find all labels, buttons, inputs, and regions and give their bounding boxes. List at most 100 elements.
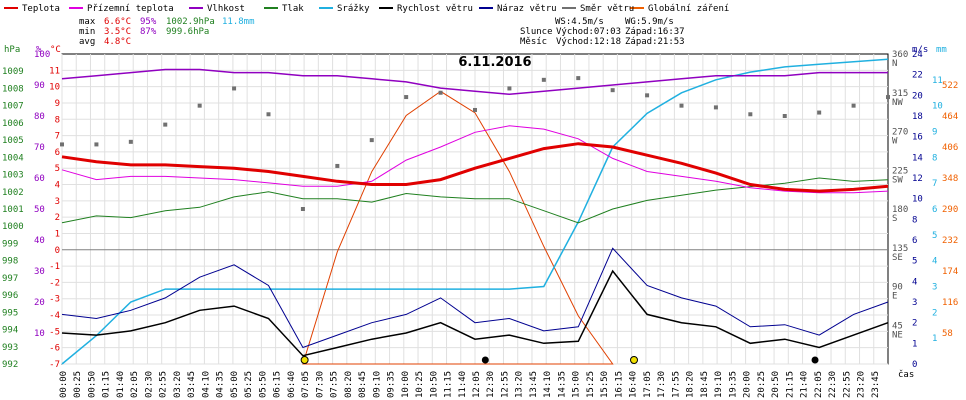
- x-tick-label: 21:15: [785, 371, 795, 398]
- wind-direction-point: [507, 86, 512, 91]
- pressure-tick-label: 996: [2, 291, 18, 301]
- x-tick-label: 07:05: [301, 371, 311, 398]
- humidity-tick-label: 80: [34, 112, 45, 122]
- temperature-tick-label: -5: [49, 327, 60, 337]
- pressure-tick-label: 992: [2, 360, 18, 370]
- radiation-tick-label: 232: [942, 236, 958, 246]
- wind-direction-point: [266, 112, 271, 117]
- direction-tick-label: 45: [892, 321, 903, 331]
- sunrise-time: Východ:07:03: [556, 27, 621, 37]
- wind-direction-point: [748, 112, 753, 117]
- x-tick-label: 17:55: [671, 371, 681, 398]
- x-tick-label: 21:40: [800, 371, 810, 398]
- rain-tick-label: 10: [932, 102, 943, 112]
- moonset-marker: [811, 356, 819, 364]
- humidity-tick-label: 20: [34, 298, 45, 308]
- x-tick-label: 23:20: [857, 371, 867, 398]
- wind-tick-label: 3: [912, 298, 917, 308]
- humidity-unit: %: [36, 45, 42, 55]
- sunset-time: Západ:16:37: [625, 27, 685, 37]
- x-tick-label: 19:10: [714, 371, 724, 398]
- x-tick-label: 03:45: [187, 371, 197, 398]
- wind-direction-point: [817, 110, 822, 115]
- x-tick-label: 20:50: [771, 371, 781, 398]
- wind-tick-label: 12: [912, 174, 923, 184]
- x-tick-label: 02:30: [144, 371, 154, 398]
- wind-direction-point: [94, 142, 99, 147]
- x-tick-label: 11:15: [444, 371, 454, 398]
- stat-max-rain: 11.8mm: [222, 17, 255, 27]
- stat-avg-label: avg: [79, 37, 95, 47]
- stat-min-humidity: 87%: [140, 27, 157, 37]
- wind-speed-info: WS:4.5m/s: [555, 17, 604, 27]
- wind-direction-point: [128, 139, 133, 144]
- stat-min-pressure: 999.6hPa: [166, 27, 209, 37]
- x-tick-label: 17:05: [643, 371, 653, 398]
- legend-label: Tlak: [282, 4, 304, 14]
- x-tick-label: 22:30: [828, 371, 838, 398]
- rain-unit: mm: [936, 45, 947, 55]
- radiation-tick-label: 348: [942, 174, 958, 184]
- wind-direction-point: [335, 163, 340, 168]
- humidity-tick-label: 30: [34, 267, 45, 277]
- x-tick-label: 05:50: [258, 371, 268, 398]
- x-tick-label: 20:00: [743, 371, 753, 398]
- x-tick-label: 15:25: [586, 371, 596, 398]
- temperature-tick-label: -2: [49, 278, 60, 288]
- x-tick-label: 13:20: [515, 371, 525, 398]
- moonset-time: Západ:21:53: [625, 37, 685, 47]
- x-tick-label: 07:55: [330, 371, 340, 398]
- x-tick-label: 02:05: [130, 371, 140, 398]
- pressure-unit: hPa: [4, 45, 20, 55]
- radiation-tick-label: 116: [942, 298, 958, 308]
- x-tick-label: 05:00: [230, 371, 240, 398]
- stat-max-humidity: 95%: [140, 17, 157, 27]
- wind-direction-point: [576, 76, 581, 81]
- radiation-tick-label: 464: [942, 112, 958, 122]
- pressure-tick-label: 1001: [2, 205, 24, 215]
- x-tick-label: 05:25: [244, 371, 254, 398]
- wind-direction-point: [163, 122, 168, 127]
- wind-tick-label: 24: [912, 50, 923, 60]
- pressure-tick-label: 998: [2, 257, 18, 267]
- wind-direction-point: [300, 207, 305, 211]
- rain-tick-label: 11: [932, 76, 943, 86]
- humidity-tick-label: 100: [34, 50, 50, 60]
- stat-max-pressure: 1002.9hPa: [166, 17, 215, 27]
- x-tick-label: 18:45: [700, 371, 710, 398]
- legend-label: Směr větru: [580, 4, 634, 14]
- x-tick-label: 12:30: [486, 371, 496, 398]
- pressure-tick-label: 997: [2, 274, 18, 284]
- radiation-tick-label: 522: [942, 81, 958, 91]
- direction-tick-label: 270: [892, 128, 908, 138]
- wind-tick-label: 2: [912, 319, 917, 329]
- x-tick-label: 14:35: [557, 371, 567, 398]
- rain-tick-label: 8: [932, 153, 937, 163]
- wind-direction-points: [60, 76, 890, 211]
- temperature-tick-label: 2: [55, 213, 60, 223]
- temperature-tick-label: 7: [55, 132, 60, 142]
- x-tick-label: 02:55: [159, 371, 169, 398]
- wind-speed-line: [61, 269, 889, 357]
- legend-label: Přízemní teplota: [87, 4, 174, 14]
- x-tick-label: 16:15: [614, 371, 624, 398]
- temperature-tick-label: 4: [55, 181, 60, 191]
- humidity-tick-label: 40: [34, 236, 45, 246]
- x-tick-label: 22:55: [842, 371, 852, 398]
- temperature-tick-label: 0: [55, 246, 60, 256]
- wind-tick-label: 14: [912, 153, 923, 163]
- pressure-tick-label: 995: [2, 308, 18, 318]
- legend-label: Srážky: [337, 4, 370, 14]
- rain-tick-label: 7: [932, 179, 937, 189]
- x-tick-label: 10:00: [401, 371, 411, 398]
- temperature-line: [61, 142, 889, 193]
- x-tick-label: 19:35: [728, 371, 738, 398]
- wind-tick-label: 5: [912, 257, 917, 267]
- direction-tick-label: 180: [892, 205, 908, 215]
- x-tick-label: 14:10: [543, 371, 553, 398]
- direction-name-label: SW: [892, 175, 903, 185]
- x-tick-label: 23:45: [871, 371, 881, 398]
- pressure-tick-label: 1004: [2, 153, 24, 163]
- x-tick-label: 18:20: [686, 371, 696, 398]
- temperature-tick-label: 10: [49, 83, 60, 93]
